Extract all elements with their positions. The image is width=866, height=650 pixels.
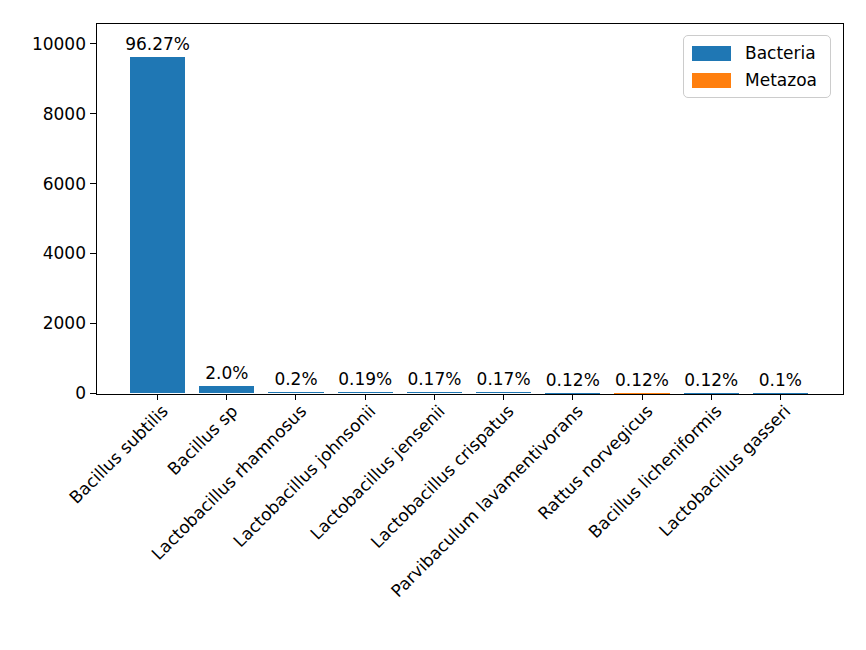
bar-value-label: 0.1% <box>710 370 850 391</box>
legend-item-metazoa: Metazoa <box>692 69 822 91</box>
bar-value-label: 96.27% <box>88 34 228 55</box>
y-axis-tick-label: 8000 <box>0 104 86 124</box>
bar-bacillus-subtilis <box>130 57 185 393</box>
y-axis-tick-label: 6000 <box>0 174 86 194</box>
x-axis-tick <box>365 394 366 400</box>
y-axis-tick <box>90 253 96 254</box>
y-axis-tick <box>90 183 96 184</box>
x-axis-tick-label-bacillus-subtilis: Bacillus subtilis <box>65 401 172 508</box>
x-axis-tick-label-rattus-norvegicus: Rattus norvegicus <box>534 401 657 524</box>
x-axis-tick <box>226 394 227 400</box>
y-axis-tick <box>90 113 96 114</box>
x-axis-tick <box>642 394 643 400</box>
bar-lactobacillus-jensenii <box>407 392 462 393</box>
y-axis-tick-label: 4000 <box>0 243 86 263</box>
legend-item-bacteria: Bacteria <box>692 42 822 64</box>
legend-label: Metazoa <box>745 69 817 91</box>
legend: Bacteria Metazoa <box>683 35 831 98</box>
legend-swatch-metazoa <box>692 73 731 88</box>
x-axis-tick <box>434 394 435 400</box>
bar-lactobacillus-rhamnosus <box>268 392 323 393</box>
x-axis-tick <box>157 394 158 400</box>
x-axis-tick-label-lactobacillus-gasseri: Lactobacillus gasseri <box>655 401 794 540</box>
x-axis-tick-label-lactobacillus-jensenii: Lactobacillus jensenii <box>306 401 449 544</box>
bar-lactobacillus-crispatus <box>476 392 531 393</box>
x-axis-tick-label-bacillus-licheniformis: Bacillus licheniformis <box>584 401 725 542</box>
x-axis-tick-label-lactobacillus-johnsonii: Lactobacillus johnsonii <box>229 401 379 551</box>
y-axis-tick-label: 10000 <box>0 34 86 54</box>
x-axis-tick <box>711 394 712 400</box>
x-axis-tick-label-lactobacillus-crispatus: Lactobacillus crispatus <box>367 401 518 552</box>
y-axis-tick-label: 0 <box>0 383 86 403</box>
y-axis-tick <box>90 323 96 324</box>
legend-swatch-bacteria <box>692 46 731 61</box>
legend-label: Bacteria <box>745 42 816 64</box>
x-axis-tick <box>295 394 296 400</box>
x-axis-tick <box>780 394 781 400</box>
bar-chart-figure: 0 2000 4000 6000 8000 10000 Bacillus subtilis… <box>0 0 866 650</box>
x-axis-tick <box>503 394 504 400</box>
x-axis-tick <box>572 394 573 400</box>
y-axis-tick-label: 2000 <box>0 313 86 333</box>
y-axis-tick <box>90 393 96 394</box>
bar-lactobacillus-johnsonii <box>338 392 393 393</box>
